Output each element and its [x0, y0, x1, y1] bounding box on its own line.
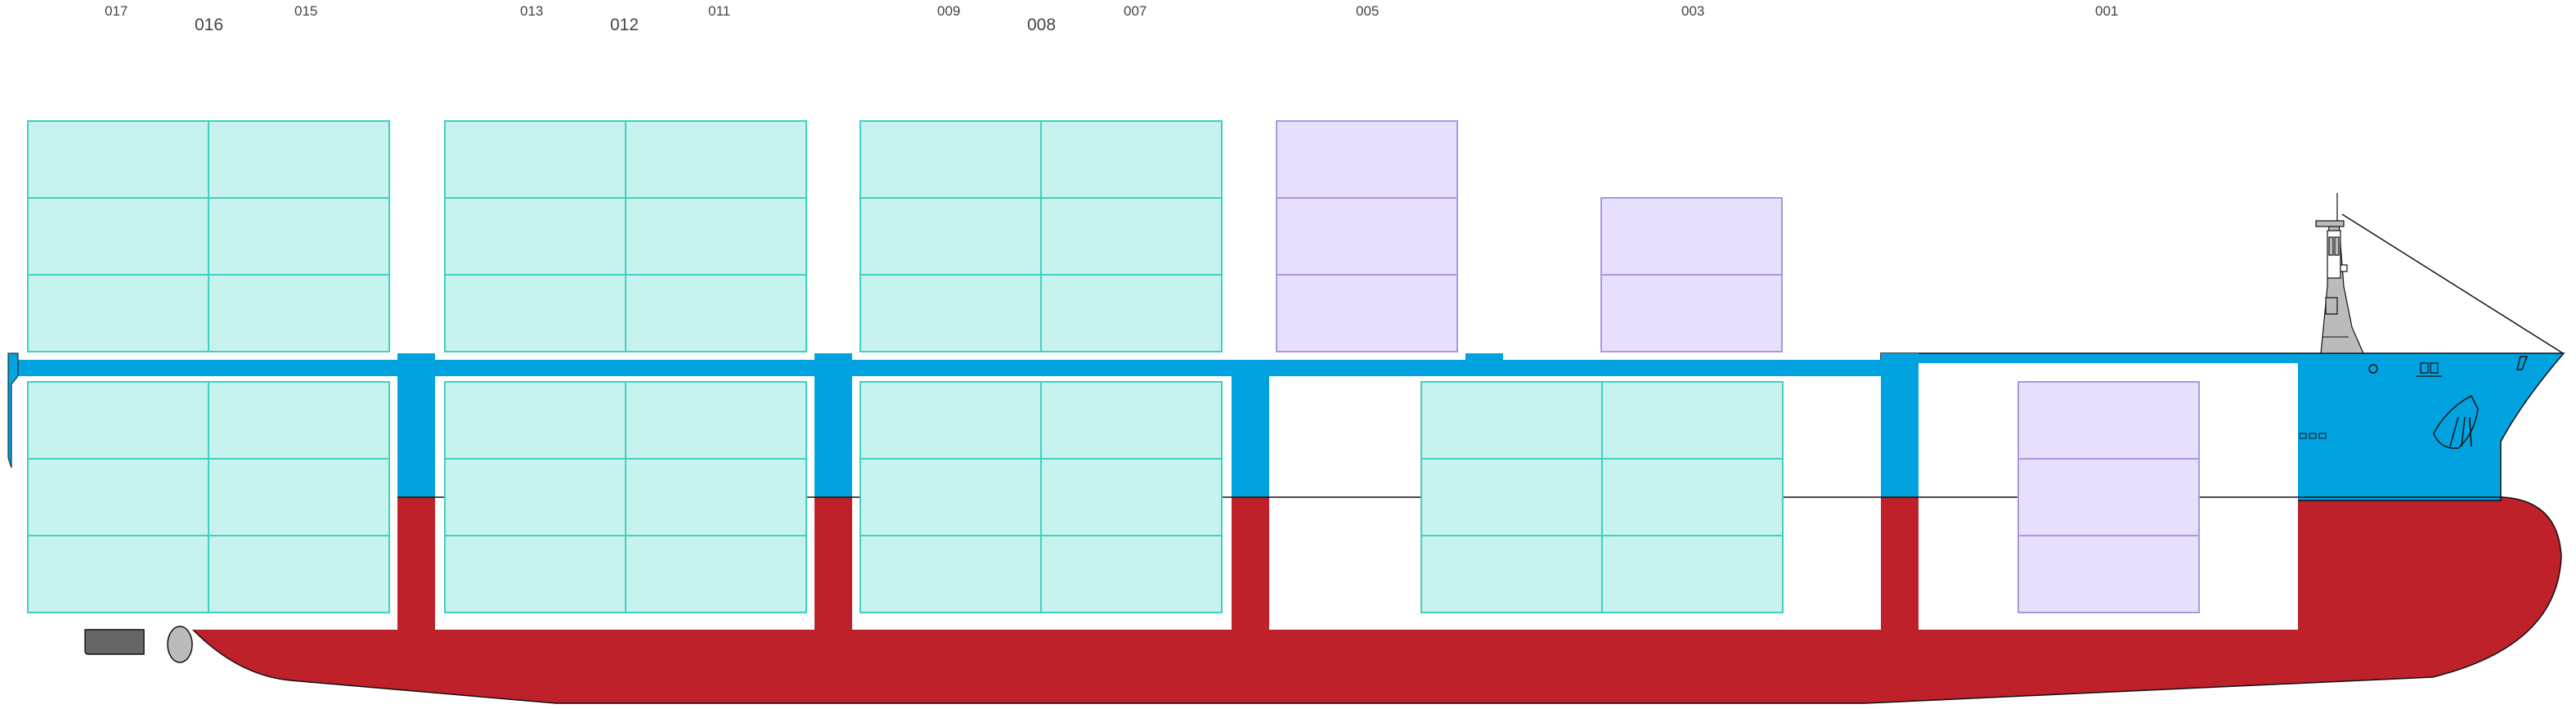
container-deck-bay-012-tier2-row2[interactable]: [625, 197, 807, 276]
container-hold-bay-016-tier3-row2[interactable]: [208, 535, 390, 613]
container-hold-bay-004-tier2-row1[interactable]: [1420, 458, 1603, 536]
container-deck-bay-012-tier3-row1[interactable]: [444, 274, 626, 352]
container-deck-bay-012-tier3-row2[interactable]: [625, 274, 807, 352]
container-deck-bay-016-tier3-row1[interactable]: [27, 274, 209, 352]
bay-label-row: 017 015 013 011 009 007 005 003 001 016 …: [105, 3, 2118, 34]
container-hold-bay-008-tier3-row1[interactable]: [859, 535, 1042, 613]
deck-bay-005-stack: [1276, 120, 1458, 352]
container-deck-bay-003-tier2-row1[interactable]: [1600, 274, 1783, 352]
hold-bay-012-stack: [444, 381, 807, 613]
bay-label-009: 009: [937, 3, 960, 19]
bow-windows-icon: [2416, 362, 2442, 377]
container-deck-bay-005-tier2-row1[interactable]: [1276, 197, 1458, 276]
container-deck-bay-008-tier3-row1[interactable]: [859, 274, 1042, 352]
container-deck-bay-005-tier3-row1[interactable]: [1276, 274, 1458, 352]
bow-marker-icon: [2368, 364, 2378, 374]
bay-label-013: 013: [520, 3, 543, 19]
deck-bay-016-stack: [27, 120, 390, 352]
bulkhead-1-lower: [397, 497, 435, 630]
bay-label-011: 011: [708, 3, 730, 19]
container-deck-bay-008-tier1-row2[interactable]: [1040, 120, 1223, 199]
container-hold-bay-016-tier2-row2[interactable]: [208, 458, 390, 536]
container-deck-bay-005-tier1-row1[interactable]: [1276, 120, 1458, 199]
container-deck-bay-016-tier1-row1[interactable]: [27, 120, 209, 199]
container-hold-bay-004-tier3-row1[interactable]: [1420, 535, 1603, 613]
container-deck-bay-016-tier3-row2[interactable]: [208, 274, 390, 352]
anchor-icon: [2433, 394, 2479, 449]
deck-bay-012-stack: [444, 120, 807, 352]
container-deck-bay-016-tier1-row2[interactable]: [208, 120, 390, 199]
bay-label-012: 012: [610, 16, 639, 34]
container-deck-bay-016-tier2-row1[interactable]: [27, 197, 209, 276]
bay-label-017: 017: [105, 3, 128, 19]
bay-label-016: 016: [195, 16, 223, 34]
container-hold-bay-016-tier1-row2[interactable]: [208, 381, 390, 460]
bulkhead-4-upper: [1881, 353, 1919, 497]
container-hold-bay-016-tier2-row1[interactable]: [27, 458, 209, 536]
container-hold-bay-016-tier3-row1[interactable]: [27, 535, 209, 613]
bulkhead-3-upper: [1232, 376, 1269, 497]
hatch-coaming-2: [815, 353, 852, 361]
container-deck-bay-008-tier1-row1[interactable]: [859, 120, 1042, 199]
mast-crossbar: [2315, 220, 2345, 227]
container-hold-bay-004-tier1-row1[interactable]: [1420, 381, 1603, 460]
bulkhead-1-upper: [397, 376, 435, 497]
bulkhead-4-lower: [1881, 497, 1919, 630]
container-stacks: [27, 120, 2200, 613]
deck-bay-008-stack: [859, 120, 1223, 352]
bay-label-003: 003: [1681, 3, 1704, 19]
container-hold-bay-012-tier1-row2[interactable]: [625, 381, 807, 460]
forestay-line: [2341, 213, 2564, 354]
container-hold-bay-012-tier1-row1[interactable]: [444, 381, 626, 460]
hatch-coaming-1: [397, 353, 435, 361]
container-hold-bay-012-tier3-row2[interactable]: [625, 535, 807, 613]
container-hold-bay-001-tier1-row1[interactable]: [2017, 381, 2200, 460]
container-hold-bay-004-tier1-row2[interactable]: [1601, 381, 1784, 460]
hold-bay-008-stack: [859, 381, 1223, 613]
container-hold-bay-004-tier3-row2[interactable]: [1601, 535, 1784, 613]
bow-draft-mark-icon: [2516, 356, 2529, 370]
bridge-mast: [2315, 193, 2564, 354]
container-hold-bay-008-tier1-row2[interactable]: [1040, 381, 1223, 460]
main-deck-beam: [8, 360, 1889, 376]
container-hold-bay-008-tier2-row2[interactable]: [1040, 458, 1223, 536]
container-hold-bay-001-tier3-row1[interactable]: [2017, 535, 2200, 613]
hold-bay-004-stack: [1420, 381, 1784, 613]
container-hold-bay-008-tier3-row2[interactable]: [1040, 535, 1223, 613]
bay-label-001: 001: [2095, 3, 2118, 19]
container-hold-bay-012-tier3-row1[interactable]: [444, 535, 626, 613]
bay-label-005: 005: [1356, 3, 1379, 19]
bulkhead-2-upper: [815, 376, 852, 497]
container-hold-bay-016-tier1-row1[interactable]: [27, 381, 209, 460]
container-hold-bay-012-tier2-row2[interactable]: [625, 458, 807, 536]
container-deck-bay-003-tier1-row1[interactable]: [1600, 197, 1783, 276]
deck-bay-003-stack: [1600, 197, 1783, 352]
container-deck-bay-016-tier2-row2[interactable]: [208, 197, 390, 276]
portholes-icon: [2299, 433, 2327, 439]
hold-bay-001-stack: [2017, 381, 2200, 613]
stern-post: [7, 352, 19, 469]
container-deck-bay-012-tier1-row2[interactable]: [625, 120, 807, 199]
bay-label-008: 008: [1027, 16, 1056, 34]
propeller: [167, 626, 193, 663]
container-hold-bay-008-tier1-row1[interactable]: [859, 381, 1042, 460]
container-deck-bay-012-tier2-row1[interactable]: [444, 197, 626, 276]
bulkhead-2-lower: [815, 497, 852, 630]
container-deck-bay-008-tier2-row2[interactable]: [1040, 197, 1223, 276]
container-deck-bay-008-tier2-row1[interactable]: [859, 197, 1042, 276]
container-hold-bay-004-tier2-row2[interactable]: [1601, 458, 1784, 536]
rudder: [84, 629, 145, 655]
container-deck-bay-012-tier1-row1[interactable]: [444, 120, 626, 199]
bay-label-015: 015: [294, 3, 317, 19]
hold-bay-016-stack: [27, 381, 390, 613]
container-hold-bay-008-tier2-row1[interactable]: [859, 458, 1042, 536]
container-hold-bay-001-tier2-row1[interactable]: [2017, 458, 2200, 536]
bulkhead-3-lower: [1232, 497, 1269, 630]
hatch-coaming-3: [1465, 353, 1503, 361]
container-hold-bay-012-tier2-row1[interactable]: [444, 458, 626, 536]
container-deck-bay-008-tier3-row2[interactable]: [1040, 274, 1223, 352]
bay-label-007: 007: [1124, 3, 1147, 19]
